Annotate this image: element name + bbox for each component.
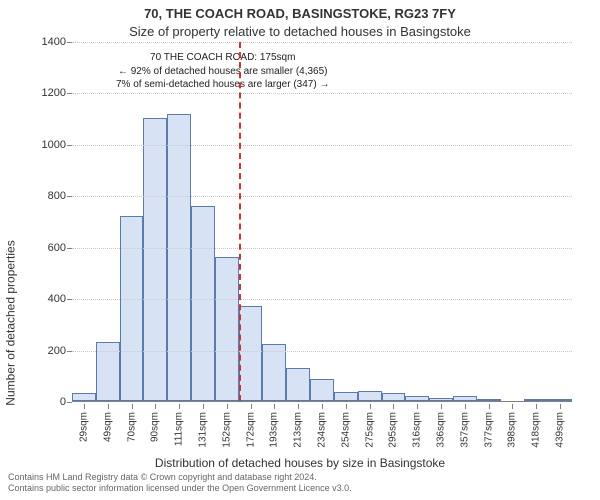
annotation-line3: 7% of semi-detached houses are larger (3… [116, 78, 329, 92]
y-tick-mark [67, 196, 72, 197]
x-tick-mark [155, 404, 156, 409]
x-tick-mark [441, 404, 442, 409]
chart-title: Size of property relative to detached ho… [0, 24, 600, 39]
x-tick-label: 70sqm [126, 412, 137, 442]
x-tick-label: 316sqm [412, 412, 423, 448]
y-tick-mark [67, 402, 72, 403]
y-tick-mark [67, 93, 72, 94]
x-tick-mark [536, 404, 537, 409]
x-tick-label: 398sqm [507, 412, 518, 448]
annotation-line2: ← 92% of detached houses are smaller (4,… [116, 65, 329, 79]
histogram-bar [262, 344, 286, 401]
histogram-bar [524, 399, 548, 401]
y-axis-label: Number of detached properties [4, 240, 18, 405]
histogram-bar [382, 393, 406, 401]
x-tick-label: 131sqm [197, 412, 208, 448]
x-tick-label: 418sqm [531, 412, 542, 448]
x-tick-mark [298, 404, 299, 409]
x-tick-mark [560, 404, 561, 409]
x-tick-mark [251, 404, 252, 409]
x-tick-label: 234sqm [317, 412, 328, 448]
x-tick-mark [179, 404, 180, 409]
x-tick-label: 357sqm [459, 412, 470, 448]
x-tick-mark [227, 404, 228, 409]
x-tick-label: 172sqm [245, 412, 256, 448]
gridline [72, 42, 572, 43]
histogram-bar [167, 114, 191, 401]
gridline [72, 299, 572, 300]
x-tick-label: 213sqm [293, 412, 304, 448]
x-tick-mark [84, 404, 85, 409]
x-tick-mark [322, 404, 323, 409]
x-tick-label: 295sqm [388, 412, 399, 448]
footer-line2: Contains public sector information licen… [8, 483, 592, 494]
chart-supertitle: 70, THE COACH ROAD, BASINGSTOKE, RG23 7F… [0, 6, 600, 21]
footer-line1: Contains HM Land Registry data © Crown c… [8, 472, 592, 483]
gridline [72, 196, 572, 197]
x-tick-label: 336sqm [436, 412, 447, 448]
x-tick-mark [465, 404, 466, 409]
histogram-bar [453, 396, 477, 401]
y-tick-mark [67, 351, 72, 352]
annotation-line1: 70 THE COACH ROAD: 175sqm [116, 51, 329, 65]
x-tick-label: 111sqm [174, 412, 185, 446]
x-tick-mark [132, 404, 133, 409]
histogram-bar [310, 379, 334, 401]
gridline [72, 351, 572, 352]
gridline [72, 93, 572, 94]
x-tick-mark [370, 404, 371, 409]
y-tick-mark [67, 145, 72, 146]
x-tick-mark [346, 404, 347, 409]
histogram-bar [548, 399, 572, 401]
annotation-box: 70 THE COACH ROAD: 175sqm ← 92% of detac… [112, 49, 333, 94]
y-tick-mark [67, 299, 72, 300]
x-tick-mark [108, 404, 109, 409]
x-tick-mark [512, 404, 513, 409]
x-tick-label: 439sqm [555, 412, 566, 448]
x-tick-mark [274, 404, 275, 409]
histogram-bar [239, 306, 263, 401]
chart-container: 70, THE COACH ROAD, BASINGSTOKE, RG23 7F… [0, 0, 600, 500]
x-tick-label: 377sqm [483, 412, 494, 448]
histogram-bar [405, 396, 429, 401]
x-tick-label: 49sqm [102, 412, 113, 442]
x-tick-label: 152sqm [221, 412, 232, 448]
footer: Contains HM Land Registry data © Crown c… [8, 472, 592, 495]
histogram-bar [215, 257, 239, 401]
x-tick-label: 254sqm [340, 412, 351, 448]
histogram-bar [286, 368, 310, 401]
x-tick-mark [203, 404, 204, 409]
histogram-bar [477, 399, 501, 401]
x-tick-label: 90sqm [150, 412, 161, 442]
histogram-bar [358, 391, 382, 401]
histogram-bar [120, 216, 144, 401]
property-marker-line [239, 42, 241, 401]
y-tick-mark [67, 248, 72, 249]
plot-area: 70 THE COACH ROAD: 175sqm ← 92% of detac… [72, 42, 572, 402]
x-tick-label: 193sqm [269, 412, 280, 448]
gridline [72, 248, 572, 249]
x-tick-mark [489, 404, 490, 409]
histogram-bar [72, 393, 96, 401]
y-tick-mark [67, 42, 72, 43]
histogram-bar [143, 118, 167, 401]
x-tick-label: 275sqm [364, 412, 375, 448]
x-tick-mark [393, 404, 394, 409]
x-axis-label: Distribution of detached houses by size … [0, 456, 600, 470]
histogram-bar [429, 398, 453, 401]
x-tick-mark [417, 404, 418, 409]
x-ticks: 29sqm 49sqm 70sqm 90sqm 111sqm 131sqm 152sqm 17… [72, 404, 572, 464]
y-axis-label-wrap: Number of detached properties [0, 0, 22, 410]
bar-layer [72, 42, 572, 401]
histogram-bar [334, 392, 358, 401]
x-tick-label: 29sqm [78, 412, 89, 442]
gridline [72, 145, 572, 146]
histogram-bar [191, 206, 215, 401]
